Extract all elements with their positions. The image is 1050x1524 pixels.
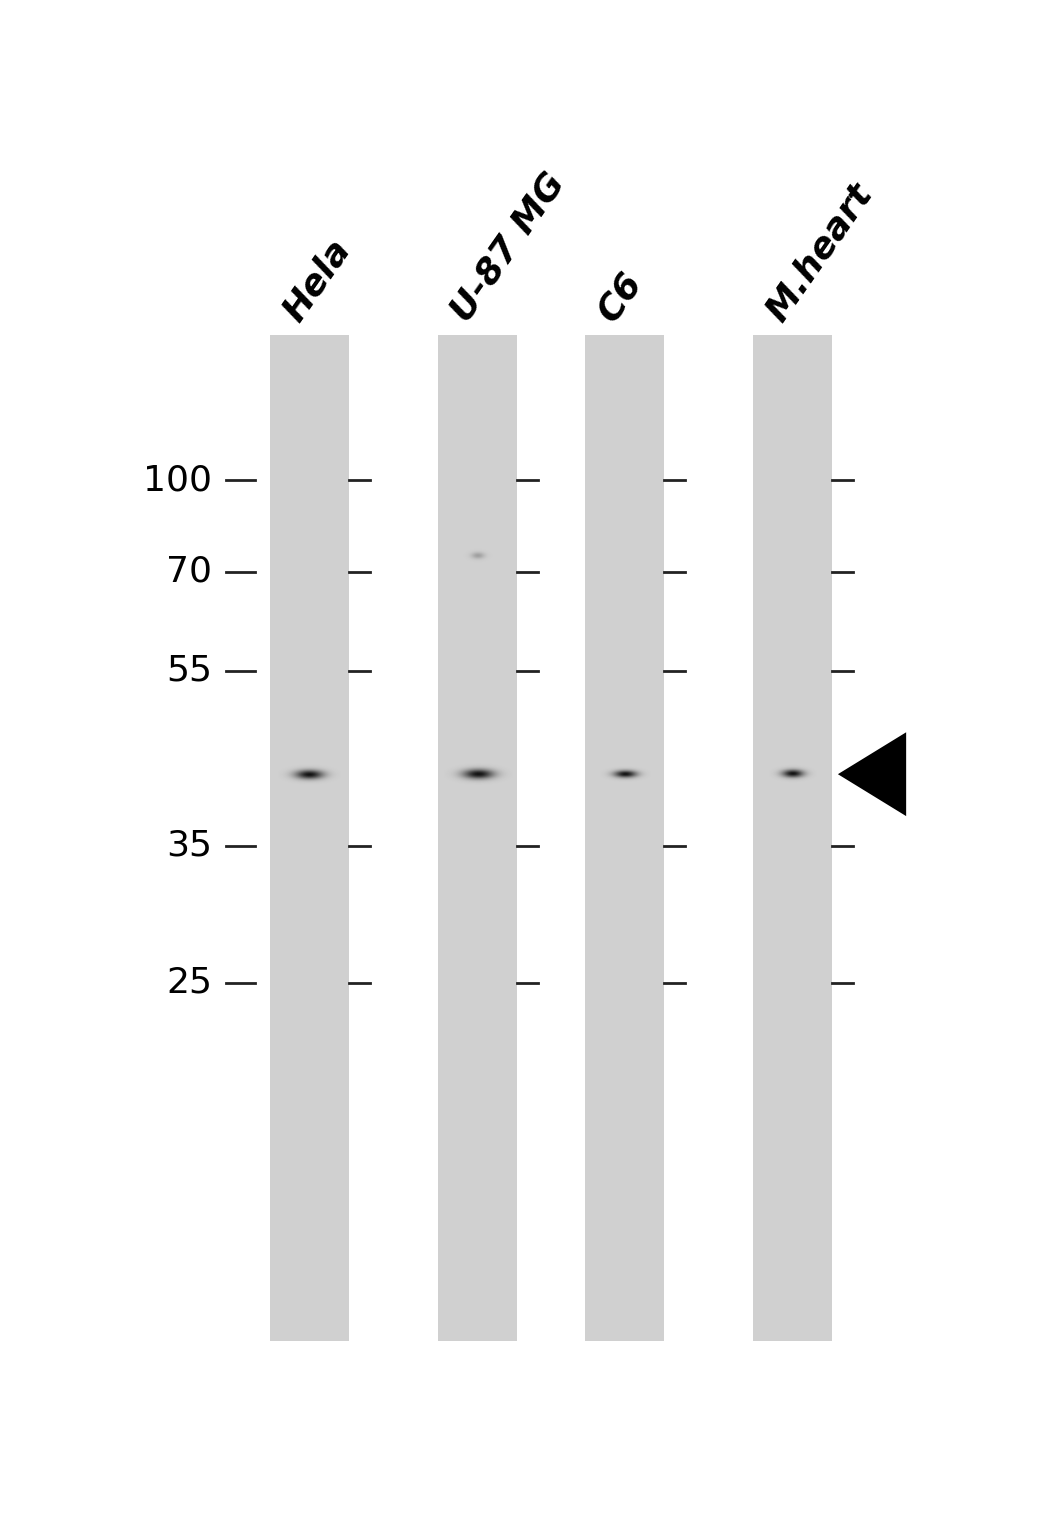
Text: 100: 100 bbox=[143, 463, 212, 497]
Text: C6: C6 bbox=[591, 265, 649, 328]
Text: 35: 35 bbox=[166, 829, 212, 863]
Text: U-87 MG: U-87 MG bbox=[444, 166, 571, 328]
Bar bbox=[271, 335, 349, 1341]
Text: 70: 70 bbox=[166, 555, 212, 588]
Bar bbox=[754, 335, 832, 1341]
Text: M.heart: M.heart bbox=[759, 177, 879, 328]
Text: 25: 25 bbox=[166, 966, 212, 1000]
Bar bbox=[439, 335, 518, 1341]
Bar bbox=[586, 335, 664, 1341]
Text: 55: 55 bbox=[166, 654, 212, 687]
Polygon shape bbox=[838, 733, 906, 817]
Text: Hela: Hela bbox=[276, 233, 357, 328]
